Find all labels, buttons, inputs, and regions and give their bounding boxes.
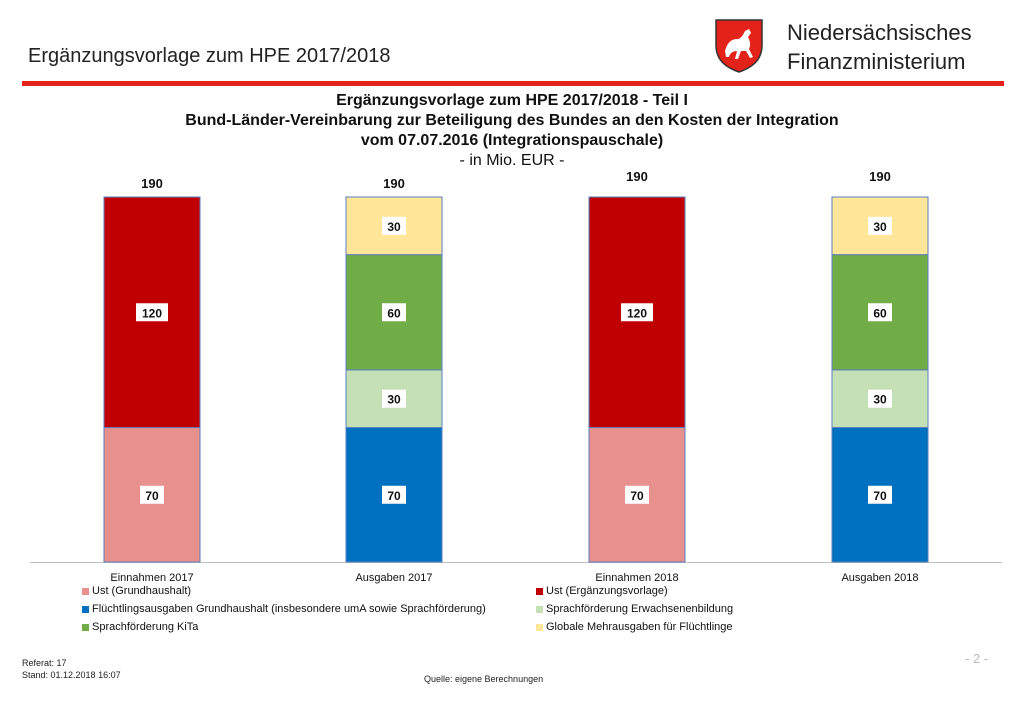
lower-saxony-crest-icon xyxy=(715,19,763,73)
data-label: 70 xyxy=(387,489,401,503)
legend-label: Sprachförderung KiTa xyxy=(92,621,199,633)
footer-stand: Stand: 01.12.2018 16:07 xyxy=(22,670,121,680)
legend-swatch xyxy=(536,587,543,595)
chart-unit: - in Mio. EUR - xyxy=(459,152,565,169)
chart-subtitle-line-2: vom 07.07.2016 (Integrationspauschale) xyxy=(360,132,664,149)
legend-swatch xyxy=(82,587,89,595)
data-label: 70 xyxy=(145,489,159,503)
ministry-line-1: Niedersächsisches xyxy=(787,20,972,45)
chart-subtitle-line-1: Bund-Länder-Vereinbarung zur Beteiligung… xyxy=(185,112,839,129)
x-tick-label: Ausgaben 2018 xyxy=(841,572,918,584)
footer-referat: Referat: 17 xyxy=(22,658,67,668)
legend-label: Ust (Grundhaushalt) xyxy=(92,585,192,597)
header-divider xyxy=(22,81,1004,86)
data-label-box xyxy=(868,485,892,504)
legend-label: Sprachförderung Erwachsenenbildung xyxy=(546,603,734,615)
data-label-box xyxy=(382,216,406,235)
data-label-box xyxy=(382,485,406,504)
legend-swatch xyxy=(536,623,543,631)
data-label-box xyxy=(868,389,892,408)
total-label: 190 xyxy=(141,176,163,191)
data-label-box xyxy=(140,485,164,504)
total-label: 190 xyxy=(626,169,648,184)
footer-info: Referat: 17 Stand: 01.12.2018 16:07 xyxy=(22,657,121,681)
total-label: 190 xyxy=(869,169,891,184)
legend-label: Globale Mehrausgaben für Flüchtlinge xyxy=(546,621,733,633)
data-label: 30 xyxy=(873,393,887,407)
chart-title-block: Ergänzungsvorlage zum HPE 2017/2018 - Te… xyxy=(0,91,1024,171)
chart-title: Ergänzungsvorlage zum HPE 2017/2018 - Te… xyxy=(336,92,688,109)
legend-item: Ust (Ergänzungsvorlage) xyxy=(536,585,668,597)
x-tick-label: Einnahmen 2018 xyxy=(595,572,678,584)
total-label: 190 xyxy=(383,176,405,191)
data-label: 70 xyxy=(873,489,887,503)
data-label-box xyxy=(868,216,892,235)
data-label-box xyxy=(136,303,168,322)
page-header-title: Ergänzungsvorlage zum HPE 2017/2018 xyxy=(28,45,391,67)
x-tick-label: Einnahmen 2017 xyxy=(110,572,193,584)
legend-item: Sprachförderung KiTa xyxy=(82,621,198,633)
footer-source: Quelle: eigene Berechnungen xyxy=(424,674,544,684)
legend-item: Sprachförderung Erwachsenenbildung xyxy=(536,603,733,615)
data-label: 60 xyxy=(387,306,401,320)
legend-item: Globale Mehrausgaben für Flüchtlinge xyxy=(536,621,733,633)
page-number: - 2 - xyxy=(965,651,989,666)
data-label: 30 xyxy=(387,220,401,234)
legend-label: Ust (Ergänzungsvorlage) xyxy=(546,585,668,597)
ministry-name: Niedersächsisches Finanzministerium xyxy=(787,18,972,76)
data-label: 30 xyxy=(873,220,887,234)
data-label: 120 xyxy=(627,306,647,320)
data-label: 120 xyxy=(142,306,162,320)
legend-item: Ust (Grundhaushalt) xyxy=(82,585,191,597)
data-label-box xyxy=(868,303,892,322)
data-label-box xyxy=(382,389,406,408)
data-label: 30 xyxy=(387,393,401,407)
x-tick-label: Ausgaben 2017 xyxy=(355,572,432,584)
data-label: 70 xyxy=(630,489,644,503)
legend-swatch xyxy=(536,605,543,613)
data-label-box xyxy=(621,303,653,322)
data-label: 60 xyxy=(873,306,887,320)
data-label-box xyxy=(625,485,649,504)
data-label-box xyxy=(382,303,406,322)
legend-item: Flüchtlingsausgaben Grundhaushalt (insbe… xyxy=(82,603,486,615)
ministry-line-2: Finanzministerium xyxy=(787,49,966,74)
legend-swatch xyxy=(82,605,89,613)
legend-swatch xyxy=(82,623,89,631)
legend-label: Flüchtlingsausgaben Grundhaushalt (insbe… xyxy=(92,603,486,615)
